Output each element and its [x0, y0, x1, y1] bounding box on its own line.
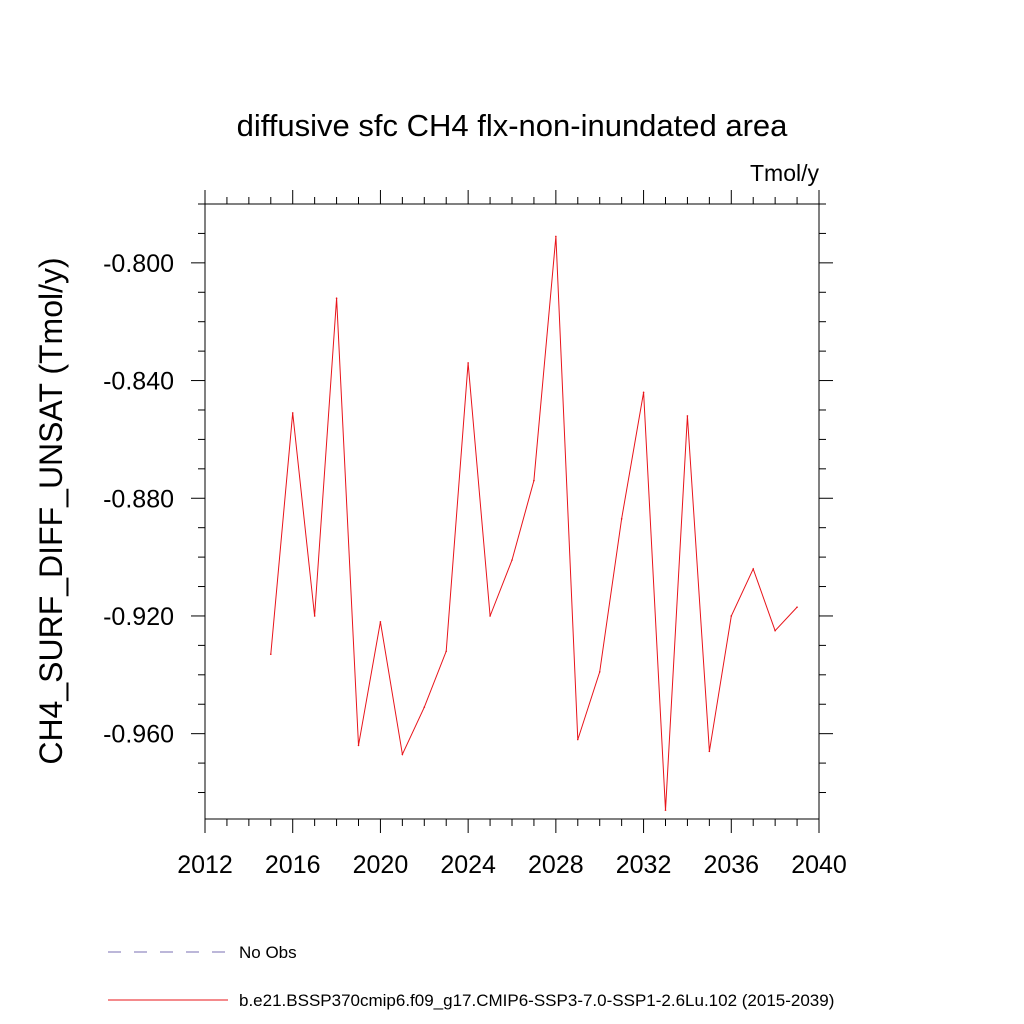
data-point — [796, 606, 798, 608]
series-layer — [269, 235, 798, 811]
legend: No Obs b.e21.BSSP370cmip6.f09_g17.CMIP6-S… — [108, 943, 834, 1010]
x-tick-label: 2012 — [177, 851, 233, 879]
legend-label-1: b.e21.BSSP370cmip6.f09_g17.CMIP6-SSP3-7.… — [239, 991, 834, 1010]
data-point — [533, 479, 535, 482]
x-tick-label: 2016 — [265, 851, 321, 879]
data-point — [555, 235, 557, 238]
data-point — [445, 650, 448, 653]
data-point — [730, 615, 733, 617]
data-point — [313, 615, 316, 617]
x-axis: 2012 2016 2020 2024 2028 2032 2036 2040 — [177, 190, 847, 879]
units-label: Tmol/y — [750, 160, 820, 186]
plot-frame — [204, 203, 820, 820]
data-point — [708, 750, 711, 753]
data-point — [291, 412, 294, 414]
series-line-0 — [270, 236, 798, 811]
data-point — [752, 568, 755, 570]
data-point — [269, 653, 272, 656]
data-point — [620, 518, 623, 520]
data-point — [686, 415, 689, 417]
data-point — [489, 615, 491, 617]
x-tick-label: 2040 — [791, 851, 847, 879]
x-tick-label: 2028 — [528, 851, 584, 879]
y-tick-label: -0.840 — [103, 368, 174, 396]
x-tick-label: 2020 — [353, 851, 409, 879]
x-tick-label: 2024 — [440, 851, 496, 879]
x-tick-label: 2036 — [703, 851, 759, 879]
y-tick-label: -0.960 — [103, 721, 174, 749]
chart-title: diffusive sfc CH4 flx-non-inundated area — [237, 108, 789, 143]
data-point — [664, 809, 667, 811]
data-point — [576, 738, 579, 741]
data-point — [598, 671, 601, 673]
y-axis: -0.800 -0.840 -0.880 -0.920 -0.960 — [103, 203, 833, 794]
x-tick-label: 2032 — [616, 851, 672, 879]
legend-label-0: No Obs — [239, 943, 297, 962]
data-point — [423, 706, 426, 708]
y-tick-label: -0.920 — [103, 603, 174, 631]
y-tick-label: -0.880 — [103, 485, 174, 513]
y-axis-label: CH4_SURF_DIFF_UNSAT (Tmol/y) — [33, 257, 69, 764]
data-point — [401, 753, 404, 756]
data-point — [357, 744, 360, 747]
plot-area — [204, 203, 820, 820]
data-point — [467, 362, 469, 364]
data-point — [642, 391, 645, 394]
data-point — [774, 629, 776, 632]
y-tick-label: -0.800 — [103, 250, 174, 278]
data-point — [335, 297, 338, 299]
data-point — [379, 621, 382, 623]
data-point — [511, 559, 513, 561]
